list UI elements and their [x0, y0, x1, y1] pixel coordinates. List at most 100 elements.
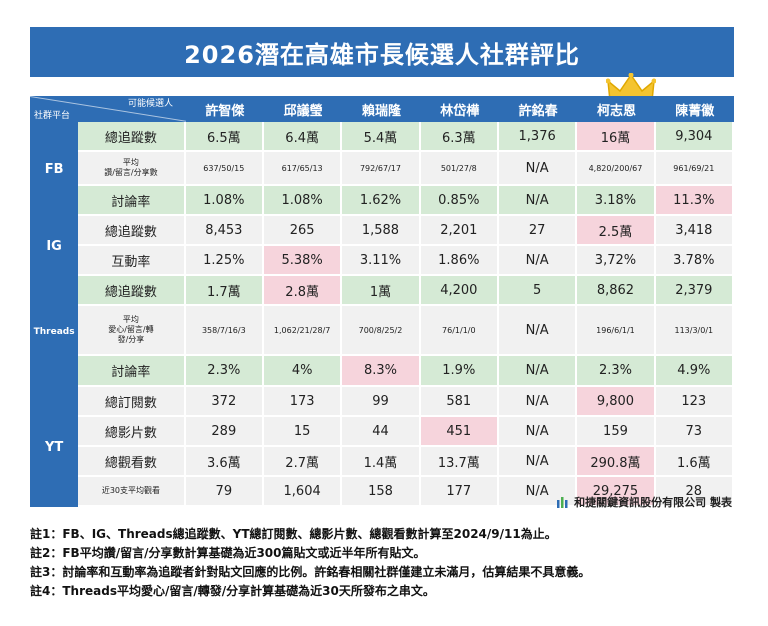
table-cell: 265	[263, 216, 343, 246]
footnote: 註2：FB平均讚/留言/分享數計算基礎為近300篇貼文或近半年所有貼文。	[30, 546, 426, 560]
footnote: 註4：Threads平均愛心/留言/轉發/分享計算基礎為近30天所發布之串文。	[30, 584, 435, 598]
company-logo-icon	[557, 497, 568, 508]
table-cell: 1,604	[263, 477, 343, 507]
table-cell: 158	[342, 477, 421, 507]
table-cell: 3.6萬	[185, 447, 264, 477]
table-cell: 8,453	[185, 216, 264, 246]
metric-label: 總影片數	[78, 417, 186, 447]
candidate-name: 林岱樺	[420, 96, 499, 122]
table-cell: 15	[263, 417, 343, 447]
table-cell: 358/7/16/3	[185, 306, 264, 356]
table-cell: 290.8萬	[577, 447, 656, 477]
metric-label: 總追蹤數	[78, 216, 186, 246]
footnote: 註3：討論率和互動率為追蹤者針對貼文回應的比例。許銘春相關社群僅建立未滿月，估算…	[30, 565, 591, 579]
platform-label-ig: IG	[30, 216, 79, 276]
table-row: IG 總追蹤數 8,453 265 1,588 2,201 27 2.5萬 3,…	[30, 216, 734, 276]
table-cell: N/A	[498, 417, 578, 447]
table-cell: 113/3/0/1	[655, 306, 734, 356]
table-cell: 16萬	[577, 122, 656, 152]
company-name: 和捷關鍵資訊股份有限公司 製表	[574, 496, 732, 509]
table-cell: N/A	[498, 356, 578, 387]
table-row: 平均 愛心/留言/轉 發/分享 358/7/16/3 1,062/21/28/7 7…	[30, 306, 734, 356]
table-cell: 2.7萬	[263, 447, 343, 477]
table-cell: 123	[655, 387, 734, 417]
table-row: 近30支平均觀看 79 1,604 158 177 N/A 29,275 28	[30, 477, 734, 507]
table-cell: 8.3%	[342, 356, 421, 387]
table-cell: N/A	[498, 447, 578, 477]
table-cell: 1,376	[498, 122, 578, 152]
table-row: YT 總訂閱數 372 173 99 581 N/A 9,800 123	[30, 387, 734, 507]
table-cell: 4.9%	[655, 356, 734, 387]
footnote: 註1：FB、IG、Threads總追蹤數、YT總訂閱數、總影片數、總觀看數計算至…	[30, 527, 557, 541]
table-cell: 5.38%	[263, 246, 343, 276]
metric-label: 總訂閱數	[78, 387, 186, 417]
table-row: 總觀看數 3.6萬 2.7萬 1.4萬 13.7萬 N/A 290.8萬 1.6…	[30, 447, 734, 477]
table-cell: 961/69/21	[655, 152, 734, 186]
table-cell: 1.7萬	[185, 276, 264, 306]
table-cell: 2,201	[420, 216, 499, 246]
table-cell: 159	[577, 417, 656, 447]
table-cell: 99	[342, 387, 421, 417]
table-cell: 289	[185, 417, 264, 447]
metric-label: 近30支平均觀看	[78, 477, 186, 507]
table-cell: 177	[420, 477, 499, 507]
table-cell: 2.3%	[185, 356, 264, 387]
table-cell: 2,379	[655, 276, 734, 306]
table-cell: 4,200	[420, 276, 499, 306]
table-cell: 11.3%	[655, 186, 734, 216]
table-cell: N/A	[498, 186, 578, 216]
candidate-name: 許智傑	[185, 96, 264, 122]
table-cell: 1.62%	[342, 186, 421, 216]
table-row: 平均 讚/留言/分享數 637/50/15 617/65/13 792/67/17…	[30, 152, 734, 186]
table-cell: 4%	[263, 356, 343, 387]
corner-cell: 可能候選人 社群平台	[30, 96, 186, 122]
table-cell: 792/67/17	[342, 152, 421, 186]
table-cell: 5.4萬	[342, 122, 421, 152]
candidate-name: 柯志恩	[577, 96, 656, 122]
table-row: 討論率 1.08% 1.08% 1.62% 0.85% N/A 3.18% 11…	[30, 186, 734, 216]
corner-platform-label: 社群平台	[34, 111, 71, 121]
metric-label: 總觀看數	[78, 447, 186, 477]
table-cell: 1.4萬	[342, 447, 421, 477]
table-cell: 1.86%	[420, 246, 499, 276]
table-row: Threads 總追蹤數 1.7萬 2.8萬 1萬 4,200 5 8,862 …	[30, 276, 734, 387]
metric-label: 互動率	[78, 246, 186, 276]
footnotes: 註1：FB、IG、Threads總追蹤數、YT總訂閱數、總影片數、總觀看數計算至…	[30, 525, 590, 601]
platform-label-yt: YT	[30, 387, 79, 507]
table-cell: N/A	[498, 152, 578, 186]
table-cell: 196/6/1/1	[577, 306, 656, 356]
table-cell: 1.6萬	[655, 447, 734, 477]
table-cell: 637/50/15	[185, 152, 264, 186]
table-cell: 617/65/13	[263, 152, 343, 186]
candidate-name: 邱議瑩	[263, 96, 343, 122]
table-row: 互動率 1.25% 5.38% 3.11% 1.86% N/A 3,72% 3.…	[30, 246, 734, 276]
table-cell: 5	[498, 276, 578, 306]
candidate-name: 賴瑞隆	[342, 96, 421, 122]
table-row: 總影片數 289 15 44 451 N/A 159 73	[30, 417, 734, 447]
table-cell: 9,304	[655, 122, 734, 152]
candidate-name: 陳菁徽	[655, 96, 734, 122]
metric-label: 平均 讚/留言/分享數	[78, 152, 186, 186]
table-cell: 73	[655, 417, 734, 447]
table-cell: 76/1/1/0	[420, 306, 499, 356]
table-cell: 6.3萬	[420, 122, 499, 152]
table-cell: 1萬	[342, 276, 421, 306]
table-cell: 27	[498, 216, 578, 246]
table-cell: 2.3%	[577, 356, 656, 387]
table-cell: 2.8萬	[263, 276, 343, 306]
table-cell: 1,588	[342, 216, 421, 246]
metric-label: 討論率	[78, 186, 186, 216]
table-cell: 1.25%	[185, 246, 264, 276]
table-cell: 173	[263, 387, 343, 417]
table-cell: N/A	[498, 477, 578, 507]
table-cell: 79	[185, 477, 264, 507]
metric-label: 總追蹤數	[78, 276, 186, 306]
candidate-name: 許銘春	[498, 96, 578, 122]
table-cell: 3.11%	[342, 246, 421, 276]
table-row: 討論率 2.3% 4% 8.3% 1.9% N/A 2.3% 4.9%	[30, 356, 734, 387]
page-title: 2026潛在高雄市長候選人社群評比	[30, 27, 734, 77]
table-cell: N/A	[498, 306, 578, 356]
table-cell: 372	[185, 387, 264, 417]
header-row: 可能候選人 社群平台 許智傑 邱議瑩 賴瑞隆 林岱樺 許銘春 柯志恩 陳菁徽	[30, 96, 734, 122]
table-cell: 3.18%	[577, 186, 656, 216]
